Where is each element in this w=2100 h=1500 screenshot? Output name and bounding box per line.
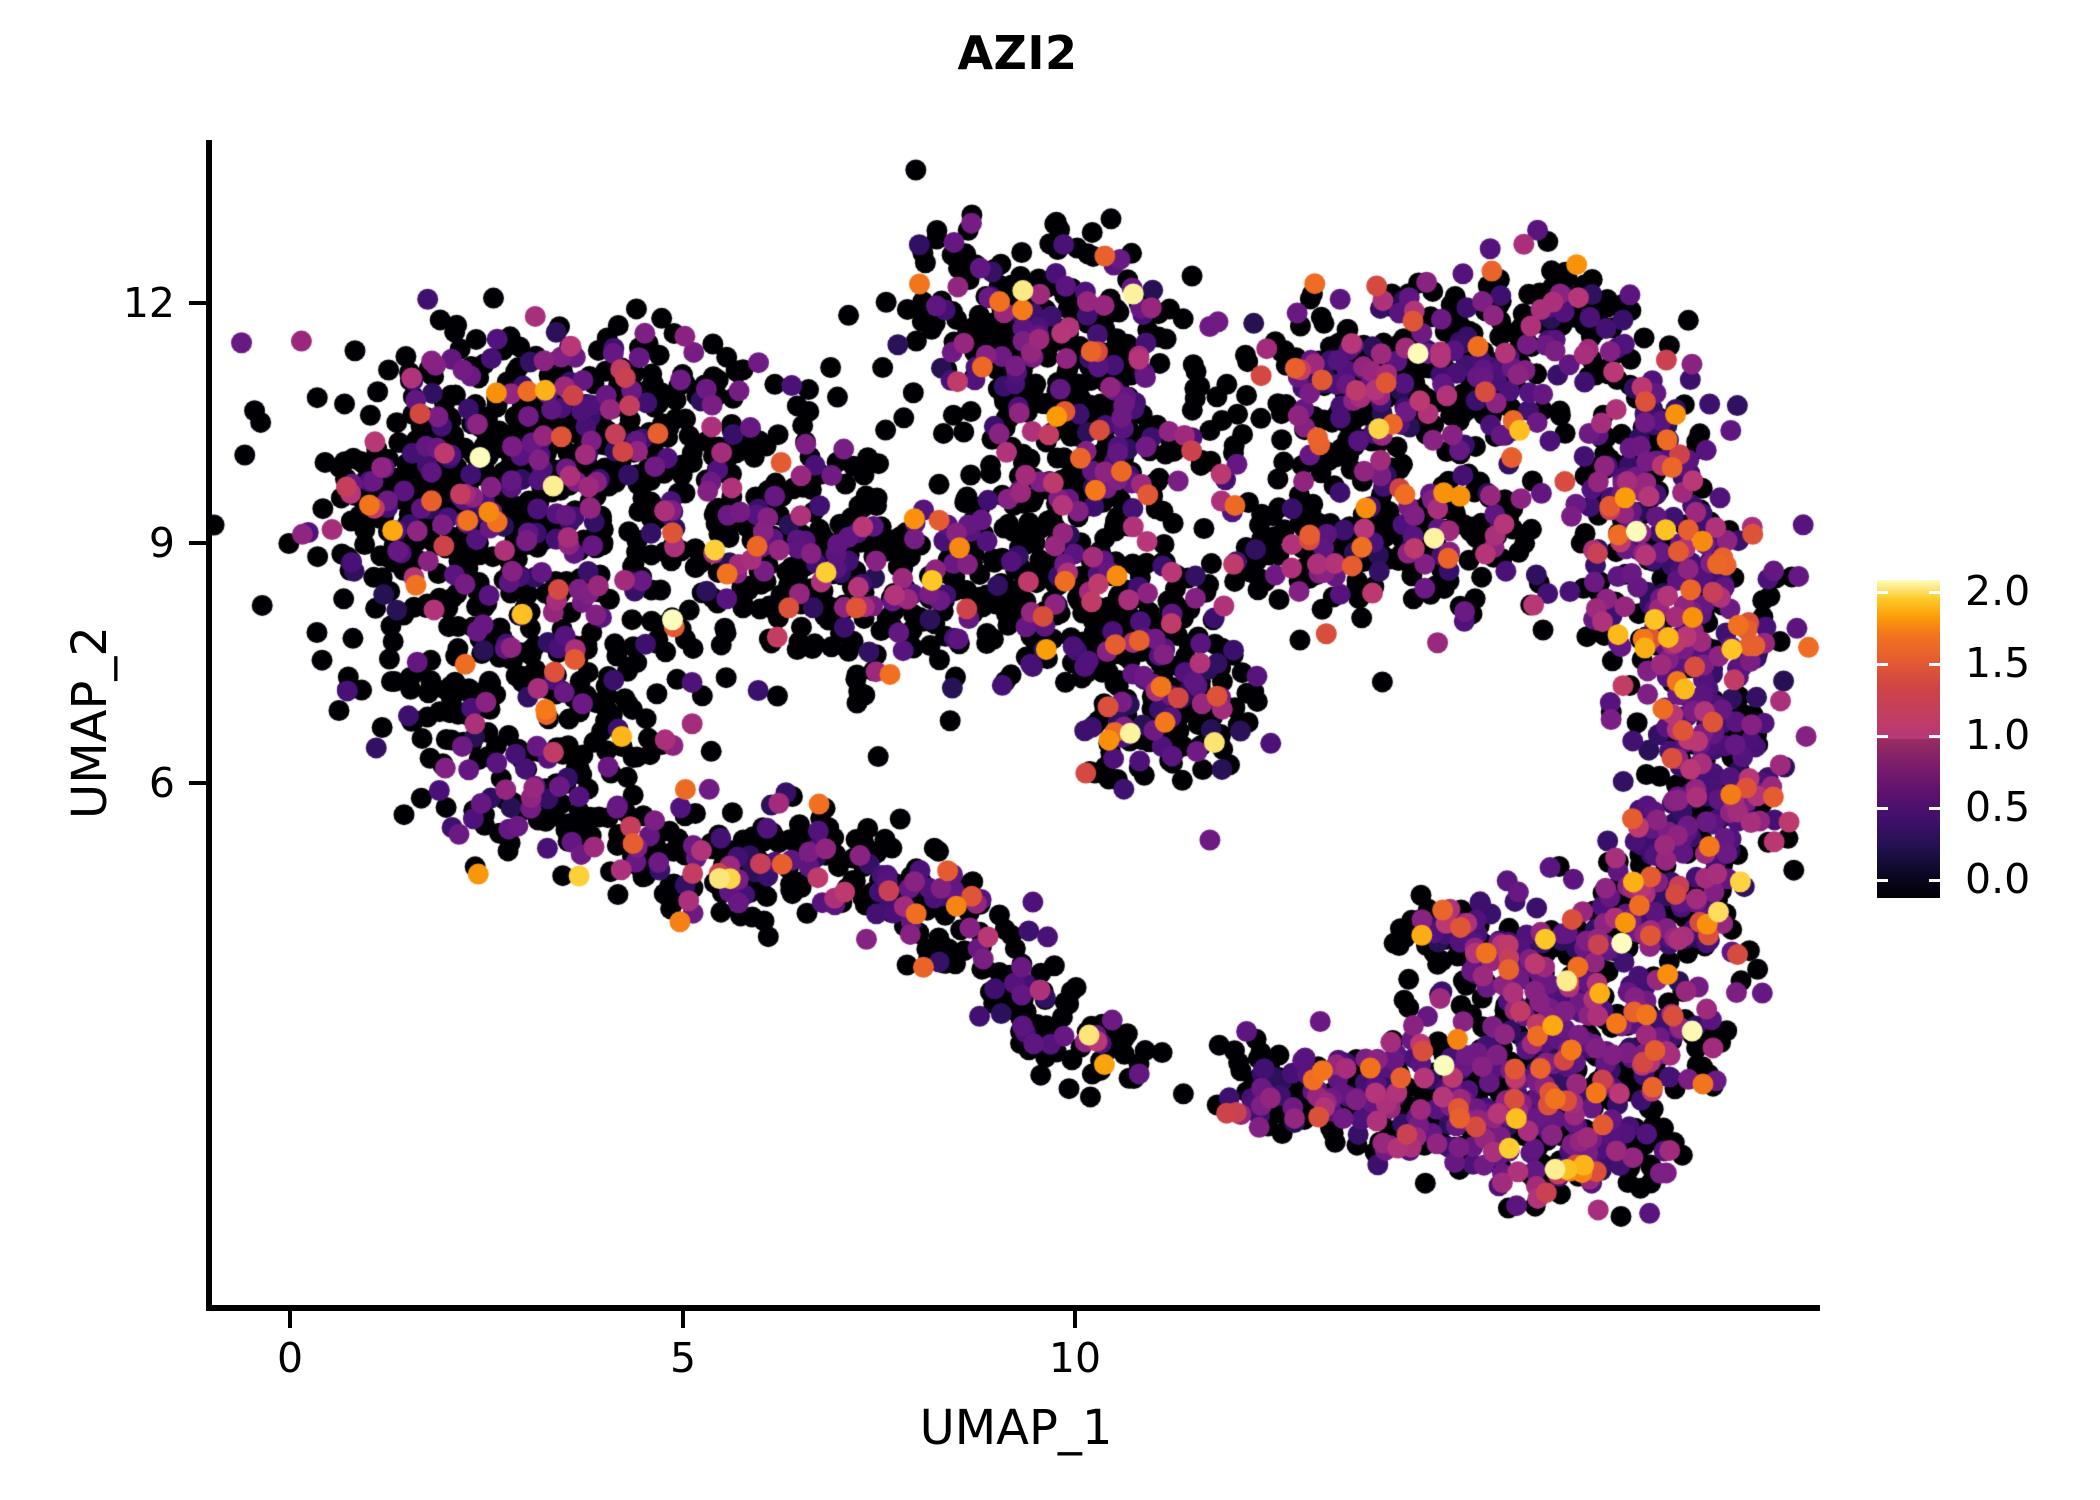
y-axis-label: UMAP_2 (62, 626, 118, 819)
y-tick-label-6: 6 (148, 759, 175, 807)
x-tick-label-0: 0 (276, 1334, 304, 1382)
colorbar-label-1.5: 1.5 (1965, 639, 2031, 687)
x-axis-label: UMAP_1 (919, 1400, 1113, 1456)
colorbar-label-2.0: 2.0 (1965, 567, 2031, 615)
colorbar-tick-1.0 (1877, 735, 1940, 738)
colorbar-label-1.0: 1.0 (1965, 711, 2031, 759)
y-tick-mark-9 (189, 541, 206, 545)
colorbar-label-0.5: 0.5 (1965, 783, 2031, 831)
y-tick-label-12: 12 (122, 279, 175, 327)
colorbar-gradient (1877, 580, 1940, 898)
x-tick-mark-0 (288, 1311, 292, 1328)
colorbar (1877, 580, 1940, 898)
x-tick-mark-5 (681, 1311, 685, 1328)
colorbar-tick-0.5 (1877, 807, 1940, 810)
colorbar-tick-1.5 (1877, 663, 1940, 666)
y-tick-label-9: 9 (148, 519, 175, 567)
umap-scatter-points (212, 140, 1820, 1305)
colorbar-tick-0.0 (1877, 879, 1940, 882)
page-title: AZI2 (957, 26, 1078, 80)
x-tick-label-5: 5 (669, 1334, 697, 1382)
y-tick-mark-12 (189, 301, 206, 305)
x-tick-mark-10 (1073, 1311, 1077, 1328)
colorbar-tick-2.0 (1877, 591, 1940, 594)
x-tick-label-10: 10 (1048, 1334, 1102, 1382)
colorbar-label-0.0: 0.0 (1965, 855, 2031, 903)
x-axis-spine (206, 1305, 1820, 1311)
scatter-plot-area[interactable] (212, 140, 1820, 1305)
y-axis-spine (206, 140, 212, 1311)
y-tick-mark-6 (189, 781, 206, 785)
